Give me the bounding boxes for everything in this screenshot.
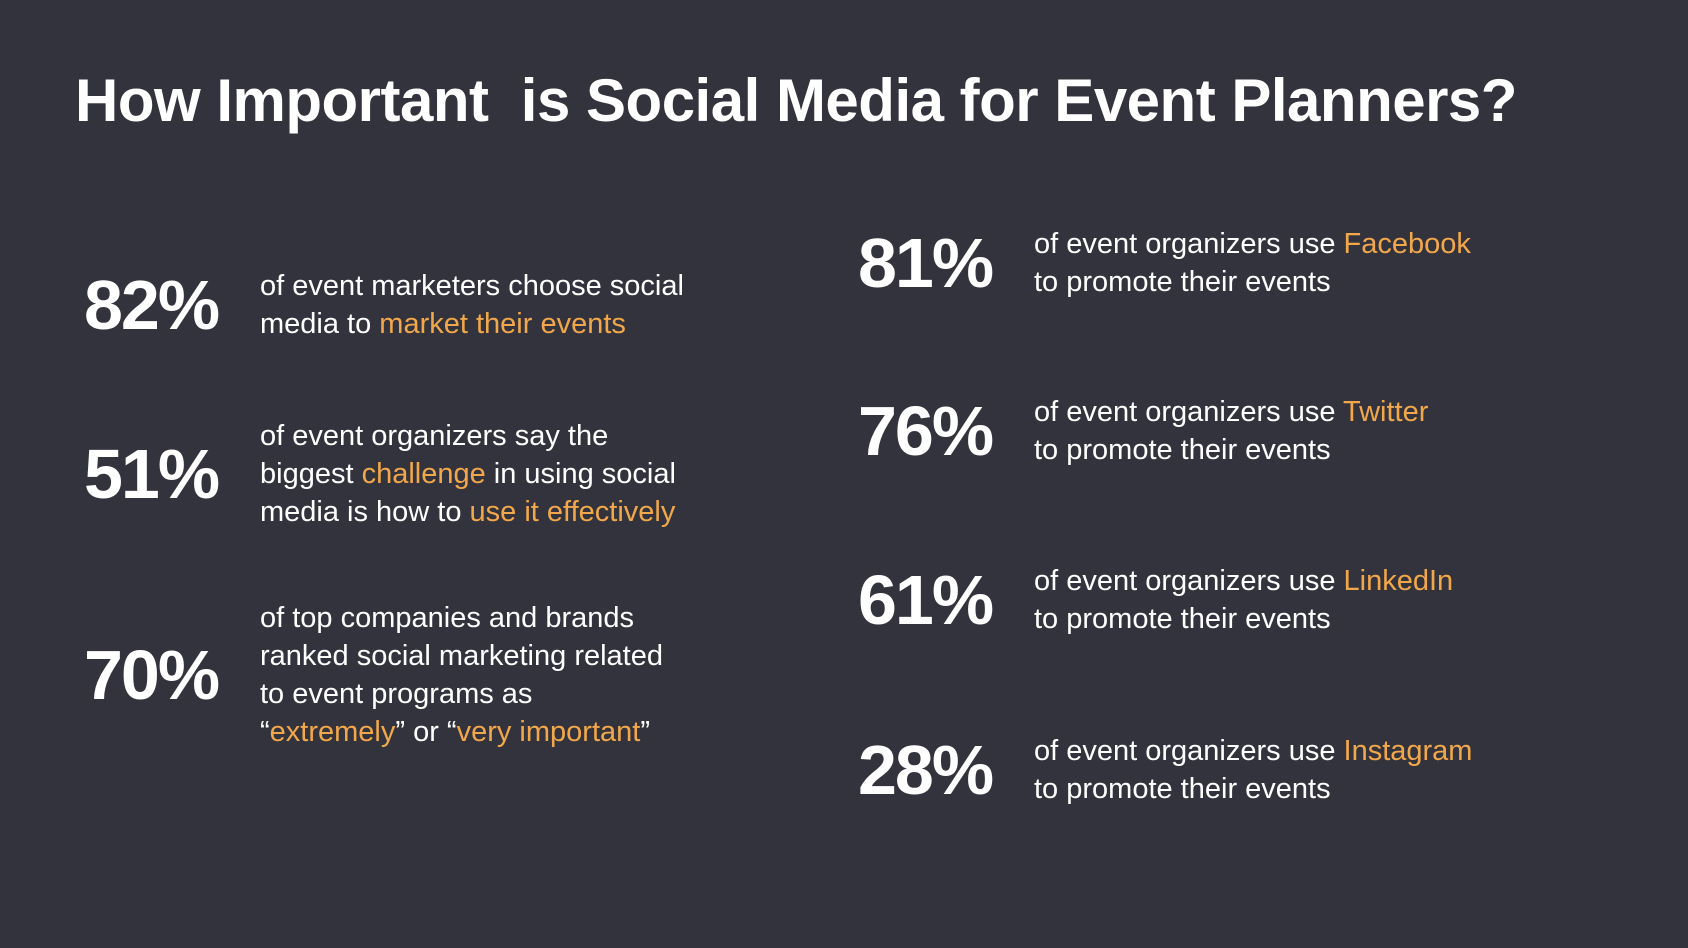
stat-description: of event organizers use Instagram to prom… bbox=[1034, 732, 1472, 808]
stat-description: of event organizers use Facebook to promo… bbox=[1034, 225, 1471, 301]
highlight-text: challenge bbox=[361, 458, 486, 490]
stat-value: 61% bbox=[858, 561, 994, 639]
text: in using social bbox=[485, 458, 676, 490]
stat-item: 28% of event organizers use Instagram to p… bbox=[858, 730, 1472, 810]
text: of event organizers say the bbox=[260, 420, 609, 452]
text: media is how to bbox=[260, 496, 470, 528]
text: media to bbox=[260, 308, 380, 340]
stat-description: of event organizers use Twitter to promot… bbox=[1034, 393, 1428, 469]
stat-value: 28% bbox=[858, 731, 994, 809]
text: of event organizers use bbox=[1034, 735, 1344, 767]
stat-item: 76% of event organizers use Twitter to pro… bbox=[858, 391, 1428, 471]
description-line: media is how to use it effectively bbox=[260, 493, 676, 531]
description-line: of top companies and brands bbox=[260, 599, 663, 637]
description-line: media to market their events bbox=[260, 305, 684, 343]
highlight-text: very important bbox=[456, 716, 641, 748]
slide-title: How Important is Social Media for Event … bbox=[75, 67, 1517, 134]
stat-description: of event organizers use LinkedIn to promo… bbox=[1034, 562, 1453, 638]
highlight-text: Instagram bbox=[1343, 735, 1473, 767]
description-line: of event marketers choose social bbox=[260, 267, 684, 305]
text: of event organizers use bbox=[1034, 396, 1343, 428]
stat-item: 61% of event organizers use LinkedIn to pr… bbox=[858, 560, 1453, 640]
highlight-text: market their events bbox=[379, 308, 626, 340]
text: to promote their events bbox=[1034, 434, 1331, 466]
stat-value: 81% bbox=[858, 224, 994, 302]
stat-value: 82% bbox=[84, 266, 220, 344]
text: ranked social marketing related bbox=[260, 640, 663, 672]
stat-value: 70% bbox=[84, 636, 220, 714]
description-line: of event organizers use Facebook bbox=[1034, 225, 1471, 263]
highlight-text: use it effectively bbox=[469, 496, 676, 528]
stat-item: 82% of event marketers choose social media… bbox=[84, 265, 684, 345]
description-line: of event organizers use Instagram bbox=[1034, 732, 1472, 770]
text: to promote their events bbox=[1034, 266, 1331, 298]
stat-value: 51% bbox=[84, 435, 220, 513]
text: to event programs as bbox=[260, 678, 533, 710]
stat-description: of top companies and brands ranked social… bbox=[260, 599, 663, 751]
text: ” bbox=[640, 716, 650, 748]
text: of event organizers use bbox=[1034, 228, 1344, 260]
stat-description: of event marketers choose social media to… bbox=[260, 267, 684, 343]
text: “ bbox=[260, 716, 270, 748]
stat-description: of event organizers say the biggest chall… bbox=[260, 417, 676, 531]
description-line: to promote their events bbox=[1034, 263, 1471, 301]
text: to promote their events bbox=[1034, 773, 1331, 805]
text: ” or “ bbox=[395, 716, 457, 748]
description-line: to event programs as bbox=[260, 675, 663, 713]
stat-value: 76% bbox=[858, 392, 994, 470]
text: biggest bbox=[260, 458, 362, 490]
description-line: to promote their events bbox=[1034, 600, 1453, 638]
stat-item: 81% of event organizers use Facebook to pr… bbox=[858, 223, 1471, 303]
description-line: to promote their events bbox=[1034, 770, 1472, 808]
highlight-text: Twitter bbox=[1343, 396, 1429, 428]
text: to promote their events bbox=[1034, 603, 1331, 635]
description-line: of event organizers use LinkedIn bbox=[1034, 562, 1453, 600]
highlight-text: LinkedIn bbox=[1343, 565, 1454, 597]
highlight-text: extremely bbox=[269, 716, 396, 748]
description-line: “extremely” or “very important” bbox=[260, 713, 663, 751]
text: of event marketers choose social bbox=[260, 270, 684, 302]
stat-item: 70% of top companies and brands ranked soc… bbox=[84, 599, 663, 751]
description-line: of event organizers say the bbox=[260, 417, 676, 455]
description-line: ranked social marketing related bbox=[260, 637, 663, 675]
description-line: of event organizers use Twitter bbox=[1034, 393, 1428, 431]
text: of event organizers use bbox=[1034, 565, 1344, 597]
stat-item: 51% of event organizers say the biggest ch… bbox=[84, 417, 676, 531]
highlight-text: Facebook bbox=[1343, 228, 1471, 260]
text: of top companies and brands bbox=[260, 602, 635, 634]
description-line: biggest challenge in using social bbox=[260, 455, 676, 493]
description-line: to promote their events bbox=[1034, 431, 1428, 469]
